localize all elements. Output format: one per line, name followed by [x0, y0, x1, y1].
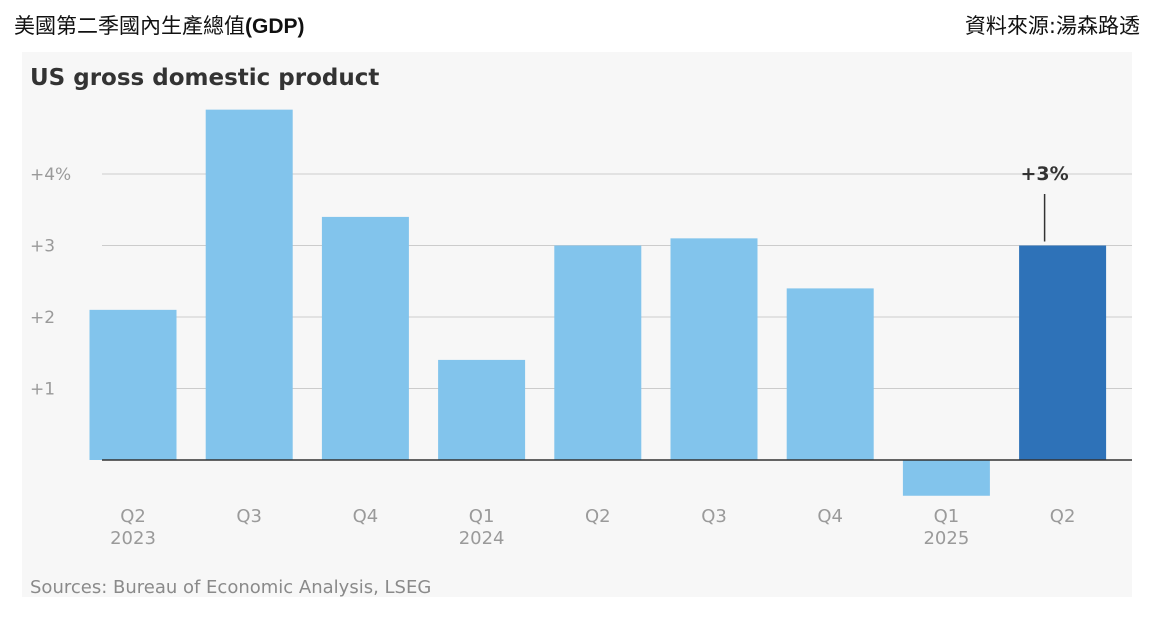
bar-1 [205, 109, 293, 461]
bars [89, 109, 1107, 496]
chart-panel: +1 +2 +3 +4% Q2 2023 Q3 Q4 Q1 2024 Q2 Q3 Q4 Q1 2025 Q2… [22, 52, 1132, 597]
y-tick-label: +2 [30, 308, 55, 328]
bar-2 [321, 216, 409, 460]
chart-title: US gross domestic product [30, 65, 379, 91]
x-tick-label: Q1 2024 [459, 506, 505, 549]
source-credit: 資料來源:湯森路透 [964, 14, 1140, 38]
x-tick-label: Q1 2025 [923, 506, 969, 549]
page-title: 美國第二季國內生產總值(GDP) [14, 10, 305, 40]
x-tick-label: Q3 [236, 506, 262, 527]
y-axis-ticks: +1 +2 +3 +4% [30, 165, 71, 400]
annotation-label: +3% [1021, 163, 1069, 185]
x-tick-label: Q3 [701, 506, 727, 527]
chart-source: Sources: Bureau of Economic Analysis, LS… [30, 577, 431, 597]
bar-4 [554, 245, 642, 460]
x-tick-label: Q4 [817, 506, 843, 527]
annotation: +3% [1021, 163, 1069, 242]
page-title-abbr: (GDP) [245, 15, 305, 38]
bar-7 [902, 460, 990, 496]
y-tick-label: +3 [30, 237, 55, 257]
page-title-zh: 美國第二季國內生產總值 [14, 14, 245, 38]
bar-0 [89, 309, 177, 460]
x-tick-label: Q2 [585, 506, 611, 527]
bar-8 [1019, 245, 1107, 460]
x-tick-label: Q4 [353, 506, 379, 527]
x-tick-label: Q2 2023 [110, 506, 156, 549]
x-tick-label: Q2 [1050, 506, 1076, 527]
y-tick-label: +4% [30, 165, 71, 185]
bar-6 [786, 288, 874, 460]
y-tick-label: +1 [30, 380, 55, 400]
bar-5 [670, 238, 758, 460]
bar-3 [438, 359, 526, 460]
x-axis-labels: Q2 2023 Q3 Q4 Q1 2024 Q2 Q3 Q4 Q1 2025 Q2 [110, 506, 1075, 549]
